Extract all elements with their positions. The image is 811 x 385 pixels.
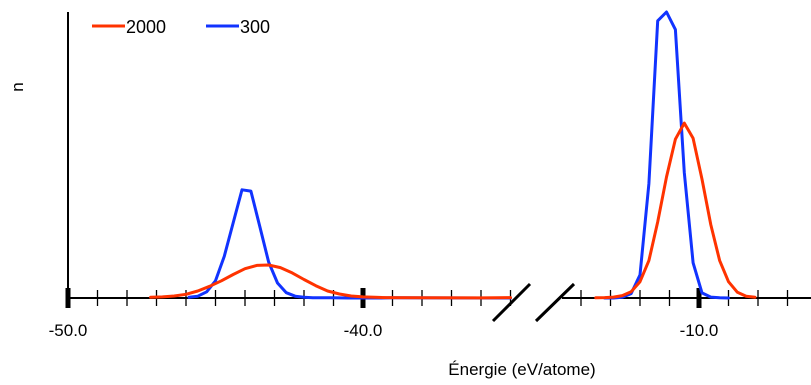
x-tick-label: -40.0 bbox=[344, 321, 383, 340]
series-line-2000 bbox=[149, 263, 512, 300]
series-line-300 bbox=[603, 10, 730, 300]
axis-break-mark bbox=[491, 282, 532, 323]
plot-area bbox=[149, 10, 757, 300]
y-axis-label: n bbox=[8, 82, 27, 91]
series-line-300 bbox=[187, 188, 512, 300]
legend-label-2000: 2000 bbox=[126, 17, 166, 37]
legend: 2000 300 bbox=[92, 17, 270, 37]
series-line-2000 bbox=[594, 121, 757, 300]
x-tick-label: -50.0 bbox=[49, 321, 88, 340]
legend-label-300: 300 bbox=[240, 17, 270, 37]
x-tick-label: -10.0 bbox=[680, 321, 719, 340]
axes: -50.0 -40.0 -10.0 bbox=[49, 12, 811, 340]
x-axis-label: Énergie (eV/atome) bbox=[448, 360, 595, 379]
axis-break-mark bbox=[534, 282, 576, 323]
